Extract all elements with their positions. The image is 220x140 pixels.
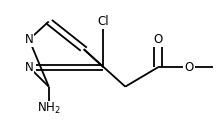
Text: O: O: [184, 61, 193, 74]
Text: Cl: Cl: [98, 15, 109, 28]
Text: N: N: [25, 33, 33, 46]
Text: O: O: [154, 33, 163, 46]
Text: NH$_2$: NH$_2$: [37, 101, 61, 116]
Text: N: N: [25, 61, 33, 74]
